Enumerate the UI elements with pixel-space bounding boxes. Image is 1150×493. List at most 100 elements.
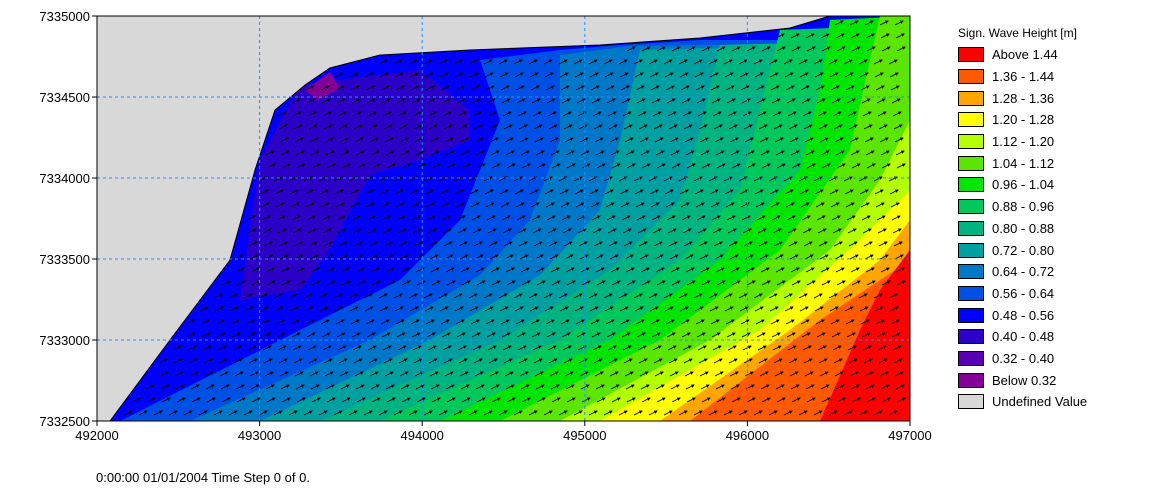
wave-vector-arrow: [695, 319, 705, 325]
wave-vector-arrow: [785, 85, 795, 91]
wave-vector-arrow: [605, 319, 615, 325]
wave-vector-arrow: [519, 254, 529, 260]
wave-vector-arrow: [665, 202, 675, 208]
wave-vector-arrow: [505, 150, 515, 156]
y-axis: 7332500 7333000 7333500 7334000 7334500 73350…: [39, 9, 97, 429]
wave-vector-arrow: [830, 319, 840, 325]
wave-vector-arrow: [520, 267, 530, 273]
wave-vector-arrow: [727, 345, 737, 351]
wave-vector-arrow: [265, 267, 275, 273]
wave-vector-arrow: [486, 332, 496, 338]
wave-vector-arrow: [847, 228, 857, 234]
wave-vector-arrow: [876, 98, 886, 104]
legend-entry: 0.48 - 0.56: [958, 304, 1146, 326]
wave-vector-arrow: [895, 33, 905, 39]
legend-entry: 0.96 - 1.04: [958, 174, 1146, 196]
wave-vector-arrow: [410, 202, 420, 208]
wave-vector-arrow: [693, 293, 703, 299]
wave-vector-arrow: [532, 111, 542, 117]
legend-entry: Undefined Value: [958, 391, 1146, 413]
legend-label: 0.64 - 0.72: [992, 264, 1055, 280]
wave-vector-arrow: [715, 267, 725, 273]
wave-vector-arrow: [768, 59, 778, 65]
wave-vector-arrow: [438, 59, 448, 65]
wave-vector-arrow: [682, 228, 692, 234]
wave-vector-arrow: [768, 293, 778, 299]
wave-vector-arrow: [785, 319, 795, 325]
wave-vector-arrow: [515, 85, 525, 91]
wave-vector-arrow: [473, 124, 483, 130]
wave-vector-arrow: [275, 319, 285, 325]
wave-vector-arrow: [243, 293, 253, 299]
wave-vector-arrow: [819, 254, 829, 260]
wave-vector-arrow: [710, 202, 720, 208]
wave-vector-arrow: [680, 202, 690, 208]
wave-vector-arrow: [295, 150, 305, 156]
wave-vector-arrow: [228, 293, 238, 299]
wave-vector-arrow: [633, 176, 643, 182]
wave-vector-arrow: [831, 332, 841, 338]
wave-vector-arrow: [565, 150, 575, 156]
wave-vector-arrow: [816, 98, 826, 104]
x-tick-label: 495000: [563, 428, 606, 443]
wave-vector-arrow: [504, 254, 514, 260]
wave-vector-arrow: [396, 332, 406, 338]
wave-vector-arrow: [679, 72, 689, 78]
wave-vector-arrow: [215, 319, 225, 325]
wave-vector-arrow: [742, 228, 752, 234]
wave-vector-arrow: [787, 228, 797, 234]
wave-vector-arrow: [349, 306, 359, 312]
wave-vector-arrow: [695, 202, 705, 208]
wave-vector-arrow: [605, 202, 615, 208]
wave-vector-arrow: [620, 319, 630, 325]
wave-vector-arrow: [603, 176, 613, 182]
wave-vector-arrow: [625, 267, 635, 273]
wave-vector-arrow: [711, 98, 721, 104]
wave-vector-arrow: [323, 241, 333, 247]
wave-vector-arrow: [187, 345, 197, 351]
wave-vector-arrow: [889, 306, 899, 312]
wave-vector-arrow: [819, 137, 829, 143]
wave-vector-arrow: [231, 332, 241, 338]
wave-vector-arrow: [273, 176, 283, 182]
wave-vector-arrow: [379, 306, 389, 312]
wave-vector-arrow: [410, 319, 420, 325]
wave-vector-arrow: [293, 241, 303, 247]
wave-vector-arrow: [457, 111, 467, 117]
wave-vector-arrow: [788, 124, 798, 130]
wave-vector-arrow: [776, 280, 786, 286]
wave-vector-arrow: [758, 241, 768, 247]
wave-vector-arrow: [280, 150, 290, 156]
wave-vector-arrow: [441, 332, 451, 338]
wave-vector-arrow: [385, 267, 395, 273]
wave-vector-arrow: [726, 98, 736, 104]
wave-vector-arrow: [485, 202, 495, 208]
wave-vector-arrow: [394, 306, 404, 312]
wave-vector-arrow: [230, 319, 240, 325]
wave-vector-arrow: [380, 85, 390, 91]
wave-vector-arrow: [836, 280, 846, 286]
wave-vector-arrow: [701, 46, 711, 52]
wave-vector-arrow: [499, 306, 509, 312]
wave-vector-arrow: [875, 319, 885, 325]
wave-vector-arrow: [563, 124, 573, 130]
wave-vector-arrow: [558, 293, 568, 299]
wave-vector-arrow: [309, 137, 319, 143]
wave-vector-arrow: [489, 254, 499, 260]
wave-vector-arrow: [592, 111, 602, 117]
wave-vector-arrow: [834, 254, 844, 260]
wave-vector-arrow: [741, 332, 751, 338]
wave-vector-arrow: [321, 98, 331, 104]
wave-vector-arrow: [723, 293, 733, 299]
wave-vector-arrow: [775, 267, 785, 273]
wave-vector-arrow: [459, 137, 469, 143]
wave-vector-arrow: [772, 345, 782, 351]
wave-vector-arrow: [894, 20, 904, 26]
wave-vector-arrow: [756, 98, 766, 104]
wave-vector-arrow: [671, 280, 681, 286]
wave-vector-arrow: [865, 150, 875, 156]
wave-vector-arrow: [549, 254, 559, 260]
wave-vector-arrow: [653, 124, 663, 130]
wave-vector-arrow: [560, 85, 570, 91]
wave-vector-arrow: [714, 137, 724, 143]
